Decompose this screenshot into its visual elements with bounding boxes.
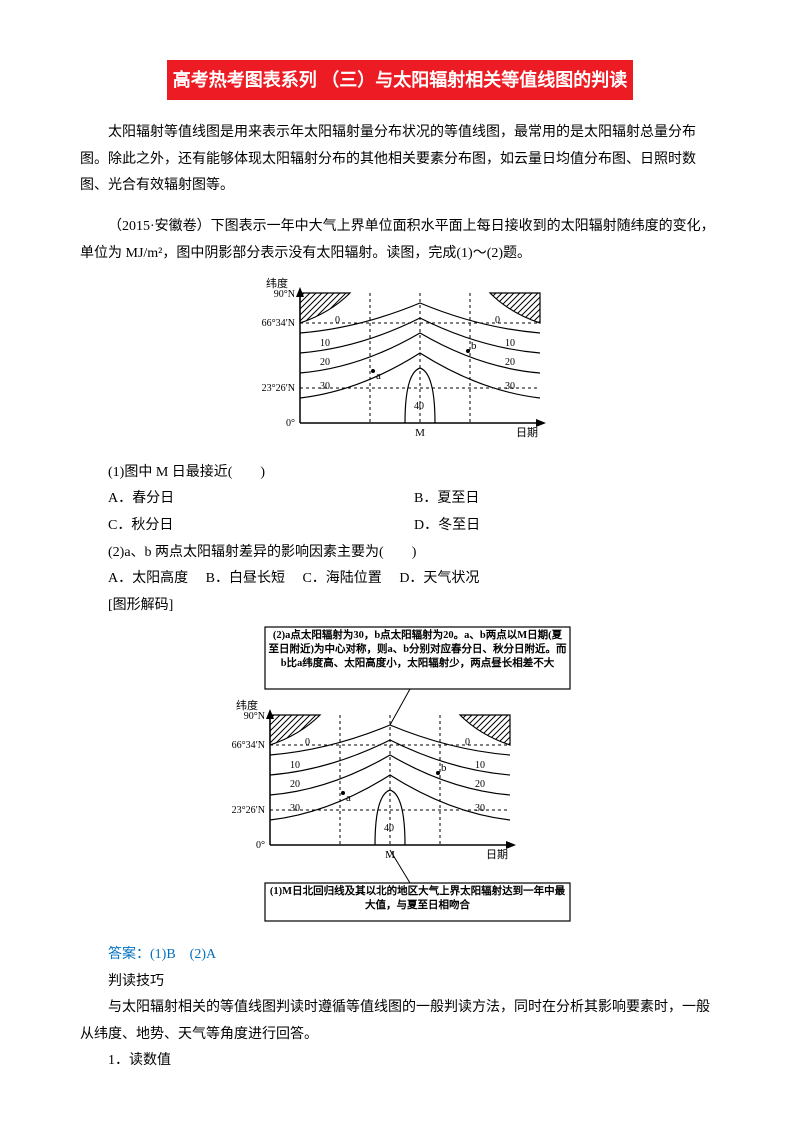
c2-0r: 0 [465, 737, 470, 748]
c2-b: b [441, 762, 447, 774]
q2-options: A．太阳高度 B．白昼长短 C．海陆位置 D．天气状况 [108, 566, 720, 593]
answer-line: 答案：(1)B (2)A [108, 942, 720, 969]
q1-options-row2: C．秋分日 D．冬至日 [108, 513, 720, 540]
contour-20-left: 20 [320, 357, 330, 368]
q1-opt-d: D．冬至日 [414, 513, 720, 540]
c2-0l: 0 [305, 737, 310, 748]
page: 高考热考图表系列 （三）与太阳辐射相关等值线图的判读 太阳辐射等值线图是用来表示… [0, 0, 800, 1115]
tips-item-1: 1．读数值 [108, 1048, 720, 1075]
q2-opt-c: C．海陆位置 [302, 571, 381, 586]
contour-10-left: 10 [320, 338, 330, 349]
q1-opt-a: A．春分日 [108, 486, 414, 513]
contour-30-left: 30 [320, 381, 330, 392]
q2-opt-a: A．太阳高度 [108, 571, 188, 586]
c2-y66: 66°34′N [232, 740, 265, 751]
contour-40: 40 [414, 401, 424, 412]
c2-30r: 30 [475, 803, 485, 814]
page-title: 高考热考图表系列 （三）与太阳辐射相关等值线图的判读 [167, 60, 634, 100]
c2-xlabel: 日期 [486, 848, 508, 861]
y-axis-title: 纬度 [266, 276, 288, 290]
x-axis-label: 日期 [516, 426, 538, 439]
answer-label: 答案： [108, 947, 150, 962]
q2-opt-d: D．天气状况 [399, 571, 479, 586]
x-mark-m: M [415, 427, 425, 439]
tips-label: 判读技巧 [108, 969, 720, 996]
contour-10-right: 10 [505, 338, 515, 349]
title-bar: 高考热考图表系列 （三）与太阳辐射相关等值线图的判读 [80, 60, 720, 100]
c2-y23: 23°26′N [232, 805, 265, 816]
intro-para: 太阳辐射等值线图是用来表示年太阳辐射量分布状况的等值线图，最常用的是太阳辐射总量… [80, 120, 720, 200]
callout-bottom: (1)M日北回归线及其以北的地区大气上界太阳辐射达到一年中最大值，与夏至日相吻合 [268, 885, 567, 913]
contour-0-left: 0 [335, 315, 340, 326]
c2-20r: 20 [475, 779, 485, 790]
tips-para: 与太阳辐射相关的等值线图判读时遵循等值线图的一般判读方法，同时在分析其影响要素时… [80, 995, 720, 1048]
answer-text: (1)B (2)A [150, 947, 216, 962]
callout-top: (2)a点太阳辐射为30，b点太阳辐射为20。a、b两点以M日期(夏至日附近)为… [268, 629, 567, 672]
question-stem: （2015·安徽卷）下图表示一年中大气上界单位面积水平面上每日接收到的太阳辐射随… [80, 214, 720, 267]
q1-options-row1: A．春分日 B．夏至日 [108, 486, 720, 513]
c2-a: a [346, 792, 351, 804]
c2-y90: 90°N [244, 711, 265, 722]
contour-chart-1: 0 0 10 10 20 20 30 30 40 a b 90°N 66°34′… [240, 273, 560, 443]
decode-label: [图形解码] [108, 593, 720, 620]
figure-2: (2)a点太阳辐射为30，b点太阳辐射为20。a、b两点以M日期(夏至日附近)为… [80, 625, 720, 936]
c2-20l: 20 [290, 779, 300, 790]
q1-opt-b: B．夏至日 [414, 486, 720, 513]
q1: (1)图中 M 日最接近( ) [108, 460, 720, 487]
ytick-0: 0° [286, 418, 295, 429]
q2: (2)a、b 两点太阳辐射差异的影响因素主要为( ) [108, 540, 720, 567]
contour-20-right: 20 [505, 357, 515, 368]
c2-10r: 10 [475, 760, 485, 771]
point-a: a [376, 370, 381, 382]
figure-1: 0 0 10 10 20 20 30 30 40 a b 90°N 66°34′… [80, 273, 720, 454]
ytick-90n: 90°N [274, 289, 295, 300]
ytick-6634: 66°34′N [262, 318, 295, 329]
q1-opt-c: C．秋分日 [108, 513, 414, 540]
c2-10l: 10 [290, 760, 300, 771]
c2-ytitle: 纬度 [236, 698, 258, 712]
q2-opt-b: B．白昼长短 [206, 571, 285, 586]
contour-chart-2: (2)a点太阳辐射为30，b点太阳辐射为20。a、b两点以M日期(夏至日附近)为… [210, 625, 590, 925]
c2-30l: 30 [290, 803, 300, 814]
c2-40: 40 [384, 823, 394, 834]
point-b: b [471, 340, 477, 352]
contour-0-right: 0 [495, 315, 500, 326]
c2-y0: 0° [256, 840, 265, 851]
contour-30-right: 30 [505, 381, 515, 392]
ytick-2326: 23°26′N [262, 383, 295, 394]
